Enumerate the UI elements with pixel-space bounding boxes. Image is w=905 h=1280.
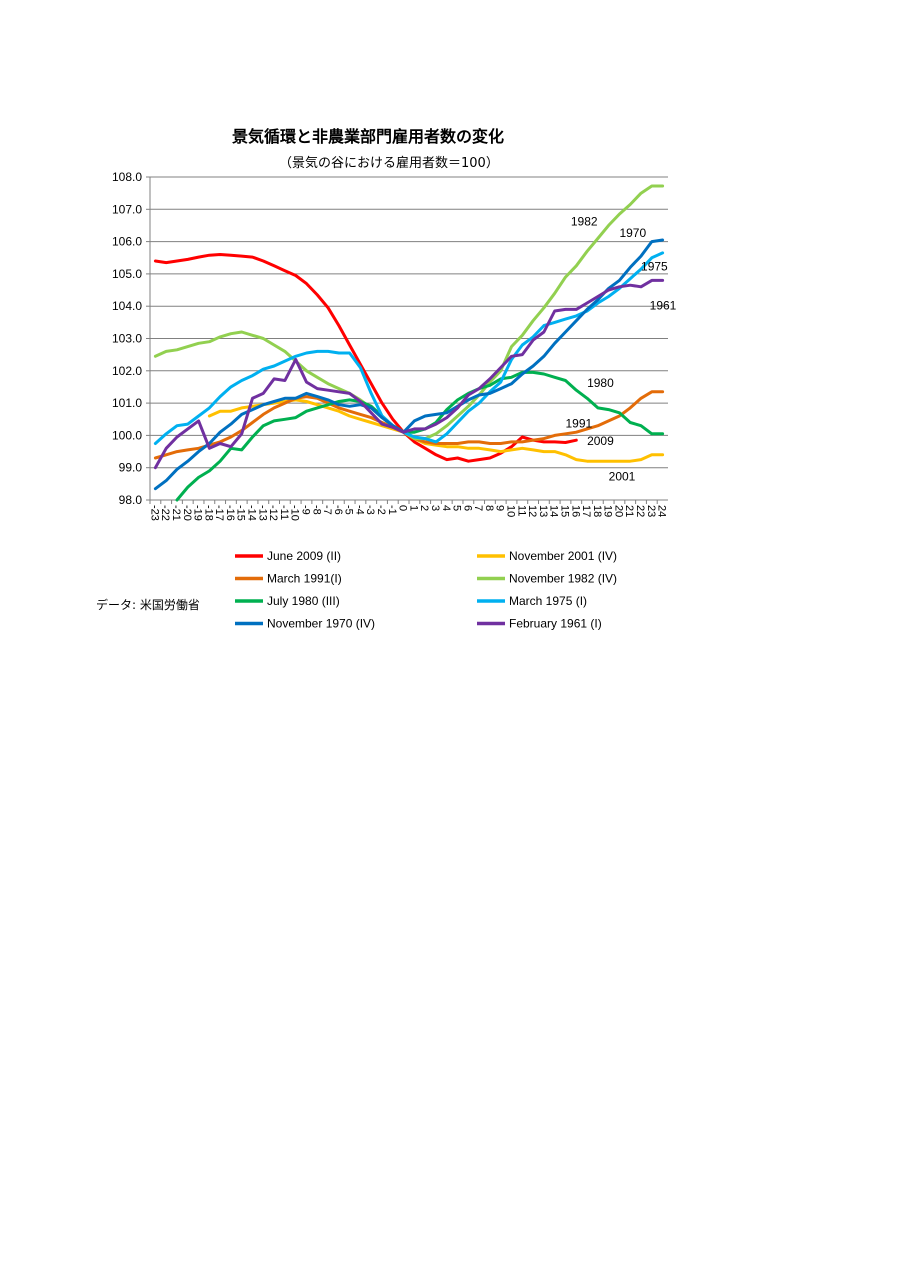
legend-label-6: November 1970 (IV) — [267, 617, 375, 631]
y-tick-label: 103.0 — [112, 332, 142, 346]
x-tick-label: -22 — [159, 505, 171, 521]
series-annotation: 1980 — [587, 376, 614, 390]
series-line-4 — [175, 370, 665, 502]
legend-label-4: July 1980 (III) — [267, 594, 340, 608]
x-tick-label: 23 — [645, 505, 657, 517]
x-tick-label: -4 — [353, 505, 365, 515]
series-annotation: 2001 — [609, 470, 636, 484]
x-tick-label: -6 — [332, 505, 344, 515]
x-tick-label: -14 — [246, 505, 258, 521]
legend: June 2009 (II) November 2001 (IV) March 19… — [235, 549, 617, 631]
x-tick-label: -18 — [202, 505, 214, 521]
series-line-7 — [153, 278, 665, 470]
legend-label-2: March 1991(I) — [267, 572, 342, 586]
x-tick-label: -8 — [310, 505, 322, 515]
x-tick-label: 12 — [526, 505, 538, 517]
series-annotation: 1961 — [650, 298, 677, 312]
x-tick-label: -10 — [289, 505, 301, 521]
legend-label-3: November 1982 (IV) — [509, 572, 617, 586]
chart-title: 景気循環と非農業部門雇用者数の変化 — [232, 127, 504, 146]
y-tick-label: 106.0 — [112, 235, 142, 249]
x-tick-label: -20 — [181, 505, 193, 521]
x-tick-label: 22 — [634, 505, 646, 517]
y-tick-label: 105.0 — [112, 267, 142, 281]
series-annotation: 1970 — [619, 226, 646, 240]
x-tick-label: 14 — [548, 505, 560, 517]
series-annotation: 1991 — [565, 416, 592, 430]
x-tick-label: 7 — [472, 505, 484, 511]
x-tick-label: 15 — [558, 505, 570, 517]
chart-subtitle: （景気の谷における雇用者数＝100） — [279, 155, 499, 171]
x-tick-label: 9 — [494, 505, 506, 511]
x-tick-label: 19 — [602, 505, 614, 517]
x-tick-label: -5 — [343, 505, 355, 515]
legend-label-5: March 1975 (I) — [509, 594, 587, 608]
x-axis-ticks: -23-22-21-20-19-18-17-16-15-14-13-12-11-… — [148, 500, 668, 521]
series-annotation: 2009 — [587, 434, 614, 448]
x-tick-label: -21 — [170, 505, 182, 521]
y-tick-label: 108.0 — [112, 170, 142, 184]
series-line-6 — [153, 238, 665, 491]
x-tick-label: 0 — [397, 505, 409, 511]
x-tick-label: -19 — [192, 505, 204, 521]
y-axis-ticks: 108.0 107.0 106.0 105.0 104.0 103.0 102.0 101.0… — [112, 170, 142, 507]
legend-label-0: June 2009 (II) — [267, 549, 341, 563]
series-annotation: 1982 — [571, 214, 598, 228]
x-tick-label: 11 — [515, 505, 527, 516]
annotations: 1982 1970 1975 1961 1980 1991 2009 2001 — [565, 214, 676, 483]
x-tick-label: -15 — [235, 505, 247, 521]
x-tick-label: 5 — [451, 505, 463, 511]
series-line-1 — [207, 398, 665, 463]
legend-label-1: November 2001 (IV) — [509, 549, 617, 563]
source-note: データ: 米国労働省 — [96, 597, 200, 612]
y-tick-label: 99.0 — [119, 461, 143, 475]
x-tick-label: 3 — [429, 505, 441, 511]
x-tick-label: 6 — [461, 505, 473, 511]
y-tick-label: 98.0 — [119, 493, 143, 507]
legend-label-7: February 1961 (I) — [509, 617, 602, 631]
y-tick-label: 107.0 — [112, 202, 142, 216]
x-tick-label: 16 — [569, 505, 581, 517]
x-tick-label: 17 — [580, 505, 592, 517]
x-tick-label: 13 — [537, 505, 549, 517]
x-tick-label: 4 — [440, 505, 452, 511]
y-tick-label: 104.0 — [112, 299, 142, 313]
x-tick-label: -9 — [299, 505, 311, 515]
y-tick-label: 101.0 — [112, 396, 142, 410]
series-line-5 — [153, 251, 665, 445]
x-tick-label: -3 — [364, 505, 376, 515]
x-tick-label: -7 — [321, 505, 333, 515]
x-tick-label: -23 — [148, 505, 160, 521]
x-tick-label: -13 — [256, 505, 268, 521]
x-tick-label: -2 — [375, 505, 387, 515]
x-tick-label: -12 — [267, 505, 279, 521]
x-tick-label: -16 — [224, 505, 236, 521]
x-tick-label: 10 — [505, 505, 517, 517]
y-tick-label: 102.0 — [112, 364, 142, 378]
x-tick-label: 8 — [483, 505, 495, 511]
x-tick-label: 18 — [591, 505, 603, 517]
y-tick-label: 100.0 — [112, 428, 142, 442]
series-annotation: 1975 — [641, 260, 668, 274]
x-tick-label: -11 — [278, 505, 290, 520]
series-lines — [153, 184, 665, 502]
x-tick-label: 21 — [623, 505, 635, 517]
x-tick-label: -1 — [386, 505, 398, 515]
x-tick-label: 20 — [612, 505, 624, 517]
x-tick-label: 24 — [656, 505, 668, 517]
x-tick-label: -17 — [213, 505, 225, 521]
x-tick-label: 2 — [418, 505, 430, 511]
x-tick-label: 1 — [407, 505, 419, 511]
